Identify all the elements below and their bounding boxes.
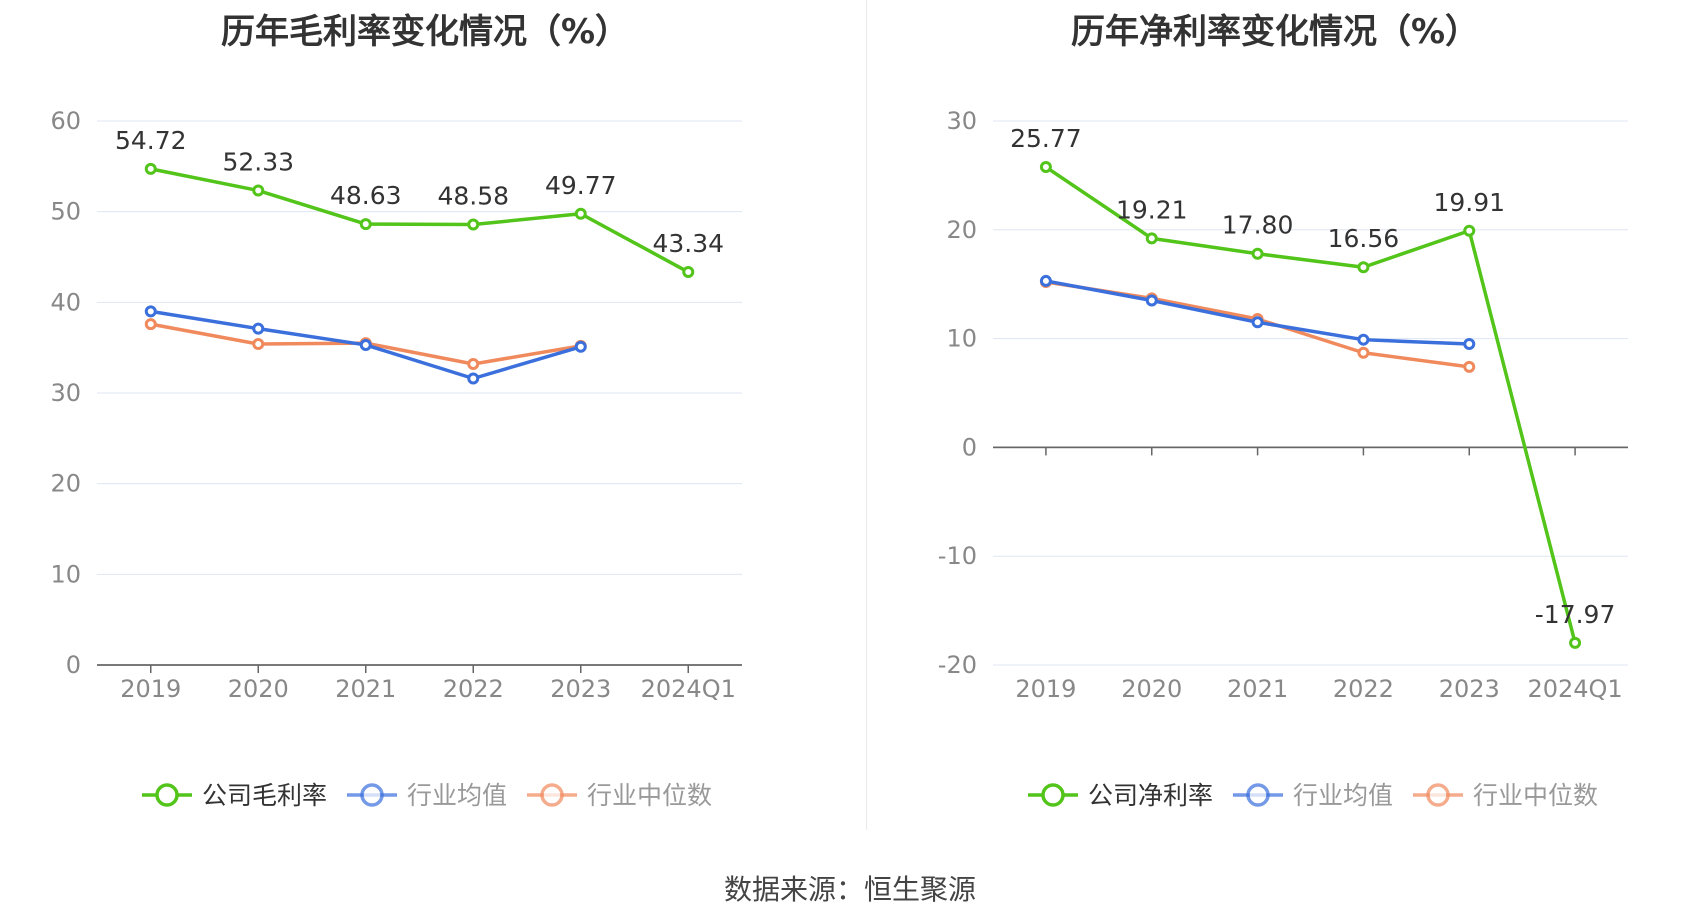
y-tick-label: 10 <box>50 560 81 588</box>
data-label: 43.34 <box>652 229 724 258</box>
x-tick-label: 2021 <box>335 675 396 703</box>
data-point <box>1251 247 1264 260</box>
x-tick-label: 2021 <box>1227 675 1288 703</box>
legend-marker <box>1041 783 1065 807</box>
data-label: 54.72 <box>115 126 187 155</box>
data-label: 19.91 <box>1433 188 1505 217</box>
data-point <box>144 318 157 331</box>
series-line <box>150 167 690 274</box>
data-point <box>252 322 265 335</box>
data-point <box>1357 261 1370 274</box>
net-margin-chart: -20 -10 0 10 20 30 2019 2020 2021 2022 2023 2024Q1 2… <box>938 107 1628 810</box>
data-point <box>682 266 695 279</box>
legend-label: 公司毛利率 <box>202 781 327 810</box>
x-tick-label: 2024Q1 <box>1527 675 1622 703</box>
x-tick-label: 2019 <box>1015 675 1076 703</box>
x-tick-label: 2024Q1 <box>641 675 736 703</box>
data-point <box>144 305 157 318</box>
data-point <box>467 357 480 370</box>
data-point <box>467 218 480 231</box>
legend-label: 行业中位数 <box>587 781 712 810</box>
data-point <box>252 184 265 197</box>
data-point <box>1357 346 1370 359</box>
data-point <box>1039 274 1052 287</box>
y-tick-label: 60 <box>50 107 81 135</box>
data-point <box>574 340 587 353</box>
y-tick-label: 0 <box>66 651 81 679</box>
x-tick-label: 2020 <box>1121 675 1182 703</box>
legend-label: 行业均值 <box>1293 781 1393 810</box>
data-point <box>1039 161 1052 174</box>
y-tick-label: 50 <box>50 198 81 226</box>
net-margin-title: 历年净利率变化情况（%） <box>1070 12 1480 52</box>
data-point <box>1463 338 1476 351</box>
data-point <box>1357 333 1370 346</box>
data-label: 16.56 <box>1328 224 1400 253</box>
data-point <box>1463 224 1476 237</box>
data-point <box>1569 636 1582 649</box>
data-point <box>1145 232 1158 245</box>
legend-marker <box>1246 783 1270 807</box>
data-label: 52.33 <box>222 148 294 177</box>
legend-label: 公司净利率 <box>1088 781 1213 810</box>
x-tick-label: 2022 <box>1333 675 1394 703</box>
data-point <box>1463 360 1476 373</box>
y-tick-label: -10 <box>938 542 977 570</box>
legend-marker <box>155 783 179 807</box>
x-tick-label: 2022 <box>443 675 504 703</box>
data-label: 25.77 <box>1010 124 1082 153</box>
legend-marker <box>1426 783 1450 807</box>
y-tick-label: 20 <box>50 470 81 498</box>
data-label: 19.21 <box>1116 195 1188 224</box>
y-tick-label: 10 <box>946 325 977 353</box>
series-line <box>1044 165 1577 644</box>
y-tick-label: 40 <box>50 288 81 316</box>
legend-label: 行业均值 <box>407 781 507 810</box>
y-tick-label: -20 <box>938 651 977 679</box>
data-point <box>574 207 587 220</box>
x-tick-label: 2023 <box>550 675 611 703</box>
data-point <box>359 218 372 231</box>
y-tick-label: 30 <box>946 107 977 135</box>
legend-marker <box>360 783 384 807</box>
data-point <box>252 338 265 351</box>
data-label: 49.77 <box>545 171 617 200</box>
data-label: -17.97 <box>1535 600 1616 629</box>
x-tick-label: 2023 <box>1439 675 1500 703</box>
data-point <box>359 338 372 351</box>
gross-margin-chart: 0 10 20 30 40 50 60 2019 2020 2021 2022 2023 2024Q1 5… <box>50 107 742 810</box>
y-tick-label: 20 <box>946 216 977 244</box>
data-point <box>467 372 480 385</box>
data-point <box>1145 294 1158 307</box>
y-tick-label: 0 <box>962 433 977 461</box>
gross-margin-title: 历年毛利率变化情况（%） <box>220 12 630 52</box>
legend-label: 行业中位数 <box>1473 781 1598 810</box>
data-point <box>144 162 157 175</box>
y-tick-label: 30 <box>50 379 81 407</box>
net-margin-panel: 历年净利率变化情况（%） -20 -10 0 10 20 30 2019 2020 2021 20… <box>850 0 1700 830</box>
data-label: 48.58 <box>437 182 509 211</box>
gross-margin-panel: 历年毛利率变化情况（%） 0 10 20 30 40 50 60 2019 2020 2021 20… <box>0 0 850 830</box>
data-label: 48.63 <box>330 181 402 210</box>
panel-divider <box>866 0 867 830</box>
data-source-footer: 数据来源：恒生聚源 <box>723 873 976 906</box>
x-tick-label: 2019 <box>120 675 181 703</box>
data-point <box>1251 316 1264 329</box>
x-tick-label: 2020 <box>228 675 289 703</box>
data-label: 17.80 <box>1222 211 1294 240</box>
legend-marker <box>540 783 564 807</box>
